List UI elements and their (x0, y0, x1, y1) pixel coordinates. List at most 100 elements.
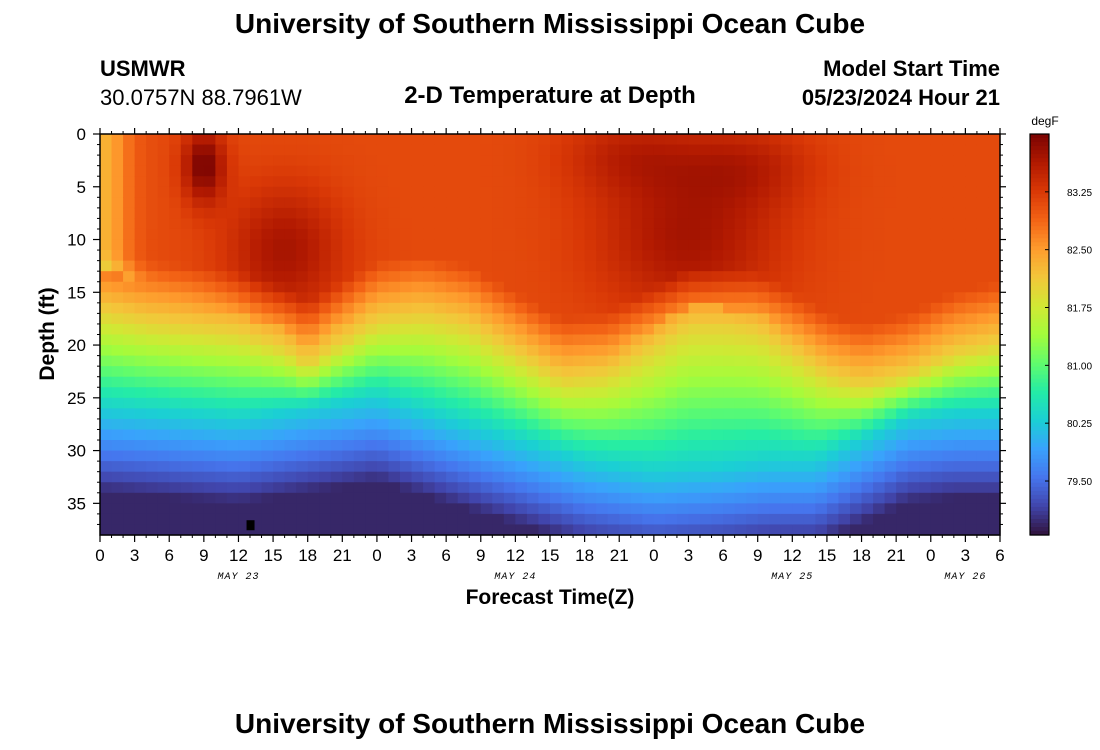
colorbar-swatch (1030, 314, 1049, 320)
heat-cell (157, 503, 170, 515)
heat-cell (942, 397, 955, 409)
heat-cell (100, 292, 113, 304)
heat-cell (423, 302, 436, 314)
heat-cell (457, 260, 470, 272)
heat-cell (157, 228, 170, 241)
heat-cell (596, 186, 609, 198)
heat-cell (469, 376, 482, 388)
heat-cell (411, 376, 424, 388)
heat-cell (180, 250, 193, 262)
heat-cell (573, 207, 586, 220)
heat-cell (330, 239, 343, 251)
heat-cell (734, 366, 747, 378)
heat-cell (619, 387, 632, 399)
heat-cell (296, 334, 309, 346)
heat-cell (307, 144, 320, 156)
heat-cell (896, 323, 909, 336)
heat-cell (700, 302, 713, 314)
heat-cell (307, 513, 320, 526)
heat-cell (342, 239, 355, 251)
heat-cell (861, 228, 874, 241)
heat-cell (619, 260, 632, 272)
heat-cell (550, 461, 563, 473)
heat-cell (700, 144, 713, 156)
heat-cell (630, 271, 643, 283)
heat-cell (238, 176, 251, 188)
heat-cell (192, 250, 205, 262)
heat-cell (515, 302, 528, 314)
heat-cell (226, 197, 240, 209)
heat-cell (815, 355, 828, 367)
heat-cell (607, 239, 620, 251)
heat-cell (423, 197, 436, 209)
heat-cell (342, 250, 355, 262)
heat-cell (884, 302, 897, 314)
heat-cell (238, 461, 251, 473)
heat-cell (284, 429, 297, 441)
heat-cell (203, 408, 216, 420)
heat-cell (769, 186, 782, 198)
heat-cell (180, 461, 193, 473)
heat-cell (746, 355, 759, 367)
heat-cell (400, 366, 413, 378)
heat-cell (688, 376, 701, 388)
heat-cell (561, 492, 574, 504)
heat-cell (815, 397, 828, 409)
heat-cell (319, 397, 332, 409)
heat-cell (100, 471, 113, 483)
heat-cell (803, 228, 816, 241)
heat-cell (480, 345, 493, 357)
heat-cell (365, 292, 378, 304)
heat-cell (676, 207, 690, 220)
heat-cell (376, 461, 390, 473)
heat-cell (861, 334, 874, 346)
heat-cell (769, 165, 782, 177)
heat-cell (157, 408, 170, 420)
heat-cell (757, 228, 770, 241)
heat-cell (907, 418, 920, 431)
heat-cell (803, 292, 816, 304)
heat-cell (826, 524, 840, 536)
heat-cell (469, 281, 482, 293)
heat-cell (619, 503, 632, 515)
heat-cell (630, 492, 643, 504)
heat-cell (319, 218, 332, 230)
heat-cell (342, 355, 355, 367)
heat-cell (746, 260, 759, 272)
heat-cell (492, 482, 505, 494)
colorbar-tick-label: 82.50 (1067, 246, 1092, 257)
heat-cell (307, 176, 320, 188)
heat-cell (780, 292, 793, 304)
heat-cell (215, 387, 228, 399)
heat-cell (261, 471, 274, 483)
heat-cell (757, 345, 770, 357)
heat-cell (815, 197, 828, 209)
heat-cell (700, 260, 713, 272)
heat-cell (215, 450, 228, 462)
heat-cell (261, 524, 274, 536)
x-axis: 0 3 6 9 12 15 18 21 0 3 6 9 12 15 18 21 0 3 6 9 12 15 18 21 0 3 6M… (95, 128, 1005, 583)
heat-cell (815, 524, 828, 536)
heat-cell (607, 345, 620, 357)
heat-cell (873, 387, 886, 399)
heat-cell (907, 355, 920, 367)
heat-cell (665, 155, 678, 167)
heat-cell (250, 260, 263, 272)
heat-cell (250, 313, 263, 325)
heat-cell (400, 397, 413, 409)
heat-cell (503, 144, 516, 156)
heat-cell (757, 271, 770, 283)
heat-cell (492, 323, 505, 336)
heat-cell (826, 408, 840, 420)
heat-cell (561, 292, 574, 304)
heat-cell (365, 334, 378, 346)
heat-cell (250, 334, 263, 346)
heat-cell (296, 408, 309, 420)
heat-cell (780, 228, 793, 241)
heat-cell (273, 334, 286, 346)
heat-cell (180, 313, 193, 325)
heat-cell (492, 408, 505, 420)
heat-cell (815, 302, 828, 314)
heat-cell (884, 250, 897, 262)
